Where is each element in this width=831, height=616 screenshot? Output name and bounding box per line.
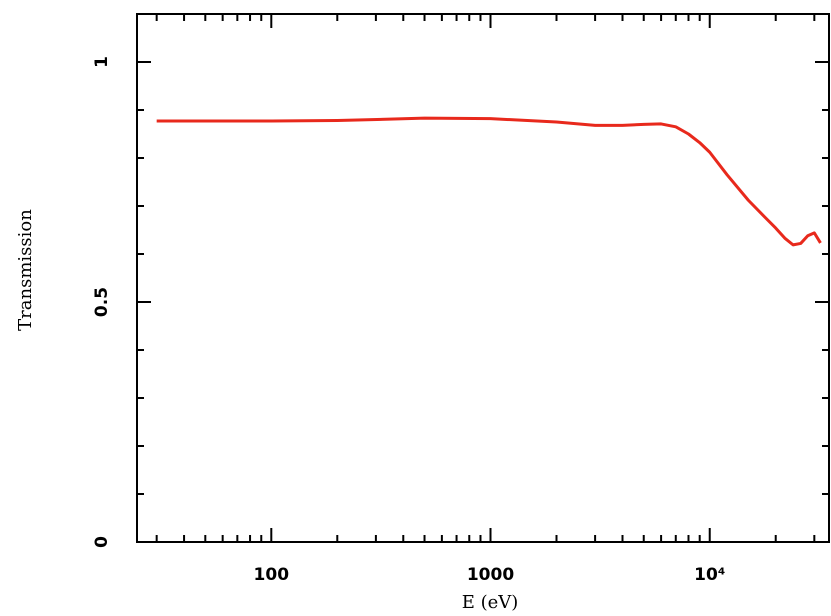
x-tick-label: 10⁴	[694, 565, 725, 585]
x-axis-label: E (eV)	[462, 592, 519, 613]
y-tick-label: 0	[92, 536, 112, 548]
y-tick-label: 1	[92, 56, 112, 68]
data-line	[156, 116, 822, 247]
x-tick-label: 100	[254, 565, 290, 585]
x-tick-label: 1000	[467, 565, 514, 585]
plot-frame	[136, 13, 830, 543]
y-axis-label: Transmission	[15, 209, 36, 331]
y-tick-label: 0.5	[92, 287, 112, 317]
